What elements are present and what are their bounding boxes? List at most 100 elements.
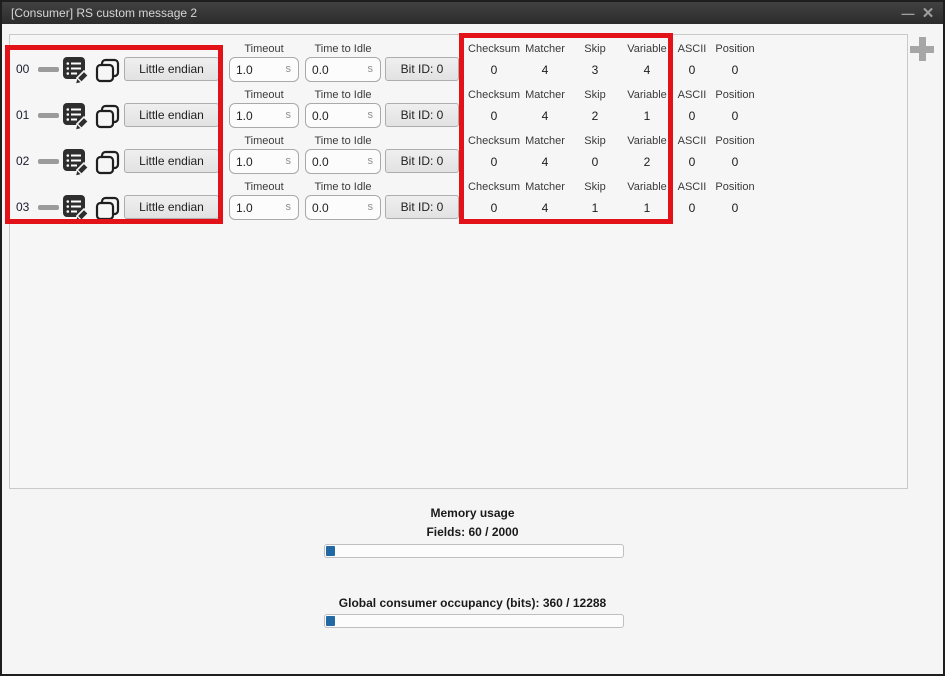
stat-skip-label: Skip — [584, 181, 606, 193]
bit-id-button[interactable]: Bit ID: 0 — [385, 103, 459, 127]
stat-ascii-label: ASCII — [677, 135, 707, 147]
timeout-label: Timeout — [244, 181, 284, 193]
stat-matcher-value: 4 — [541, 63, 549, 77]
memory-usage-title: Memory usage — [430, 506, 515, 520]
stat-variable: Variable 4 — [620, 42, 674, 81]
time-to-idle-input[interactable] — [312, 151, 356, 172]
stat-skip: Skip 2 — [568, 88, 622, 127]
bit-id-button[interactable]: Bit ID: 0 — [385, 195, 459, 219]
stat-variable-value: 2 — [643, 155, 651, 169]
stat-checksum: Checksum 0 — [467, 134, 521, 173]
bit-id-button[interactable]: Bit ID: 0 — [385, 149, 459, 173]
timeout-input[interactable] — [236, 105, 280, 126]
endianness-button[interactable]: Little endian — [124, 57, 219, 81]
copy-icon[interactable] — [94, 103, 121, 130]
time-to-idle-label: Time to Idle — [314, 135, 372, 147]
stat-position-label: Position — [715, 89, 755, 101]
edit-list-icon[interactable] — [61, 147, 91, 177]
stat-variable-label: Variable — [627, 43, 667, 55]
time-to-idle-input[interactable] — [312, 105, 356, 126]
copy-icon[interactable] — [94, 149, 121, 176]
stat-matcher-value: 4 — [541, 155, 549, 169]
window-title: [Consumer] RS custom message 2 — [11, 6, 198, 20]
stat-checksum-label: Checksum — [468, 135, 520, 147]
message-fields-panel: 0 0 Little endian Timeout s Time to Idle — [9, 34, 908, 489]
stat-position-value: 0 — [731, 201, 739, 215]
stat-matcher-label: Matcher — [525, 135, 565, 147]
stat-matcher-label: Matcher — [525, 89, 565, 101]
fields-count-label: Fields: 60 / 2000 — [426, 525, 519, 539]
stat-ascii-value: 0 — [688, 201, 696, 215]
row-index-label: 02 — [16, 154, 30, 168]
stat-matcher: Matcher 4 — [518, 88, 572, 127]
stat-skip: Skip 0 — [568, 134, 622, 173]
stat-matcher-label: Matcher — [525, 181, 565, 193]
stat-position: Position 0 — [708, 42, 762, 81]
timeout-field: s — [229, 195, 299, 220]
copy-icon[interactable] — [94, 195, 121, 222]
dash-icon[interactable] — [38, 67, 59, 72]
stat-matcher-value: 4 — [541, 201, 549, 215]
time-to-idle-unit: s — [367, 63, 374, 75]
stat-position: Position 0 — [708, 180, 762, 219]
stat-variable-label: Variable — [627, 89, 667, 101]
timeout-input[interactable] — [236, 197, 280, 218]
occupancy-label: Global consumer occupancy (bits): 360 / … — [338, 596, 607, 610]
stat-variable-label: Variable — [627, 135, 667, 147]
stat-checksum-value: 0 — [490, 155, 498, 169]
stat-position-value: 0 — [731, 109, 739, 123]
stat-position-label: Position — [715, 43, 755, 55]
stat-checksum-label: Checksum — [468, 89, 520, 101]
stat-checksum: Checksum 0 — [467, 180, 521, 219]
fields-progress-fill — [326, 546, 335, 556]
stat-variable-value: 4 — [643, 63, 651, 77]
dash-icon[interactable] — [38, 113, 59, 118]
timeout-unit: s — [285, 201, 292, 213]
endianness-button[interactable]: Little endian — [124, 195, 219, 219]
stat-matcher-label: Matcher — [525, 43, 565, 55]
stat-variable: Variable 1 — [620, 88, 674, 127]
stat-checksum-value: 0 — [490, 63, 498, 77]
timeout-label: Timeout — [244, 89, 284, 101]
titlebar[interactable]: [Consumer] RS custom message 2 — ✕ — [2, 2, 943, 24]
timeout-unit: s — [285, 155, 292, 167]
timeout-input[interactable] — [236, 59, 280, 80]
minimize-icon[interactable]: — — [901, 5, 915, 21]
add-icon[interactable] — [910, 37, 934, 61]
occupancy-progress-fill — [326, 616, 335, 626]
edit-list-icon[interactable] — [61, 55, 91, 85]
stat-checksum: Checksum 0 — [467, 42, 521, 81]
stat-variable-value: 1 — [643, 201, 651, 215]
stat-skip: Skip 3 — [568, 42, 622, 81]
time-to-idle-unit: s — [367, 201, 374, 213]
stat-skip-value: 1 — [591, 201, 599, 215]
stat-matcher-value: 4 — [541, 109, 549, 123]
timeout-input[interactable] — [236, 151, 280, 172]
message-row: 01 Little endian Timeout s Time to Idle — [10, 88, 907, 134]
timeout-unit: s — [285, 63, 292, 75]
time-to-idle-input[interactable] — [312, 197, 356, 218]
dash-icon[interactable] — [38, 205, 59, 210]
edit-list-icon[interactable] — [61, 101, 91, 131]
stat-ascii-value: 0 — [688, 155, 696, 169]
stat-checksum-value: 0 — [490, 109, 498, 123]
copy-icon[interactable] — [94, 57, 121, 84]
stat-skip: Skip 1 — [568, 180, 622, 219]
stat-matcher: Matcher 4 — [518, 42, 572, 81]
stat-ascii-label: ASCII — [677, 181, 707, 193]
bit-id-button[interactable]: Bit ID: 0 — [385, 57, 459, 81]
endianness-button[interactable]: Little endian — [124, 103, 219, 127]
stat-ascii-label: ASCII — [677, 89, 707, 101]
edit-list-icon[interactable] — [61, 193, 91, 223]
close-icon[interactable]: ✕ — [921, 5, 935, 22]
time-to-idle-label: Time to Idle — [314, 89, 372, 101]
dash-icon[interactable] — [38, 159, 59, 164]
stat-ascii: ASCII 0 — [665, 180, 719, 219]
message-row: 03 Little endian Timeout s Time to Idle — [10, 180, 907, 226]
stat-checksum: Checksum 0 — [467, 88, 521, 127]
stat-position: Position 0 — [708, 88, 762, 127]
endianness-button[interactable]: Little endian — [124, 149, 219, 173]
stat-ascii: ASCII 0 — [665, 42, 719, 81]
timeout-label: Timeout — [244, 135, 284, 147]
time-to-idle-input[interactable] — [312, 59, 356, 80]
